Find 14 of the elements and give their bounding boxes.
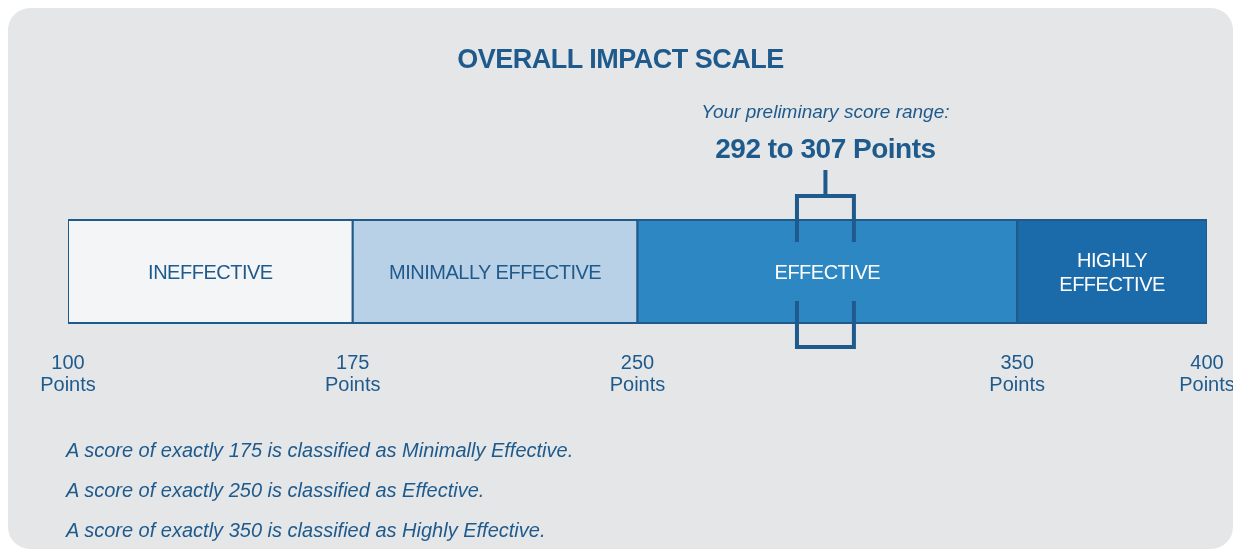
annotation: A score of exactly 175 is classified as Minimally Effective. xyxy=(66,438,574,463)
x-tick-label: 350 Points xyxy=(989,351,1045,395)
x-tick-label: 175 Points xyxy=(324,351,381,395)
chart-title: OVERALL IMPACT SCALE xyxy=(456,44,785,75)
x-tick-label: 100 Points xyxy=(40,351,96,395)
x-tick-label: 250 Points xyxy=(609,351,666,395)
series-label: MINIMALLY EFFECTIVE xyxy=(389,260,602,283)
series-label: EFFECTIVE xyxy=(774,260,881,283)
text: Your preliminary score range: xyxy=(701,101,950,122)
series-label: HIGHLY EFFECTIVE xyxy=(1059,248,1165,295)
annotation: 292 to 307 Points xyxy=(715,133,936,164)
annotation: A score of exactly 250 is classified as Effective. xyxy=(66,478,486,503)
series-label: INEFFECTIVE xyxy=(148,260,273,283)
annotation: A score of exactly 350 is classified as Highly Effective. xyxy=(66,518,547,543)
